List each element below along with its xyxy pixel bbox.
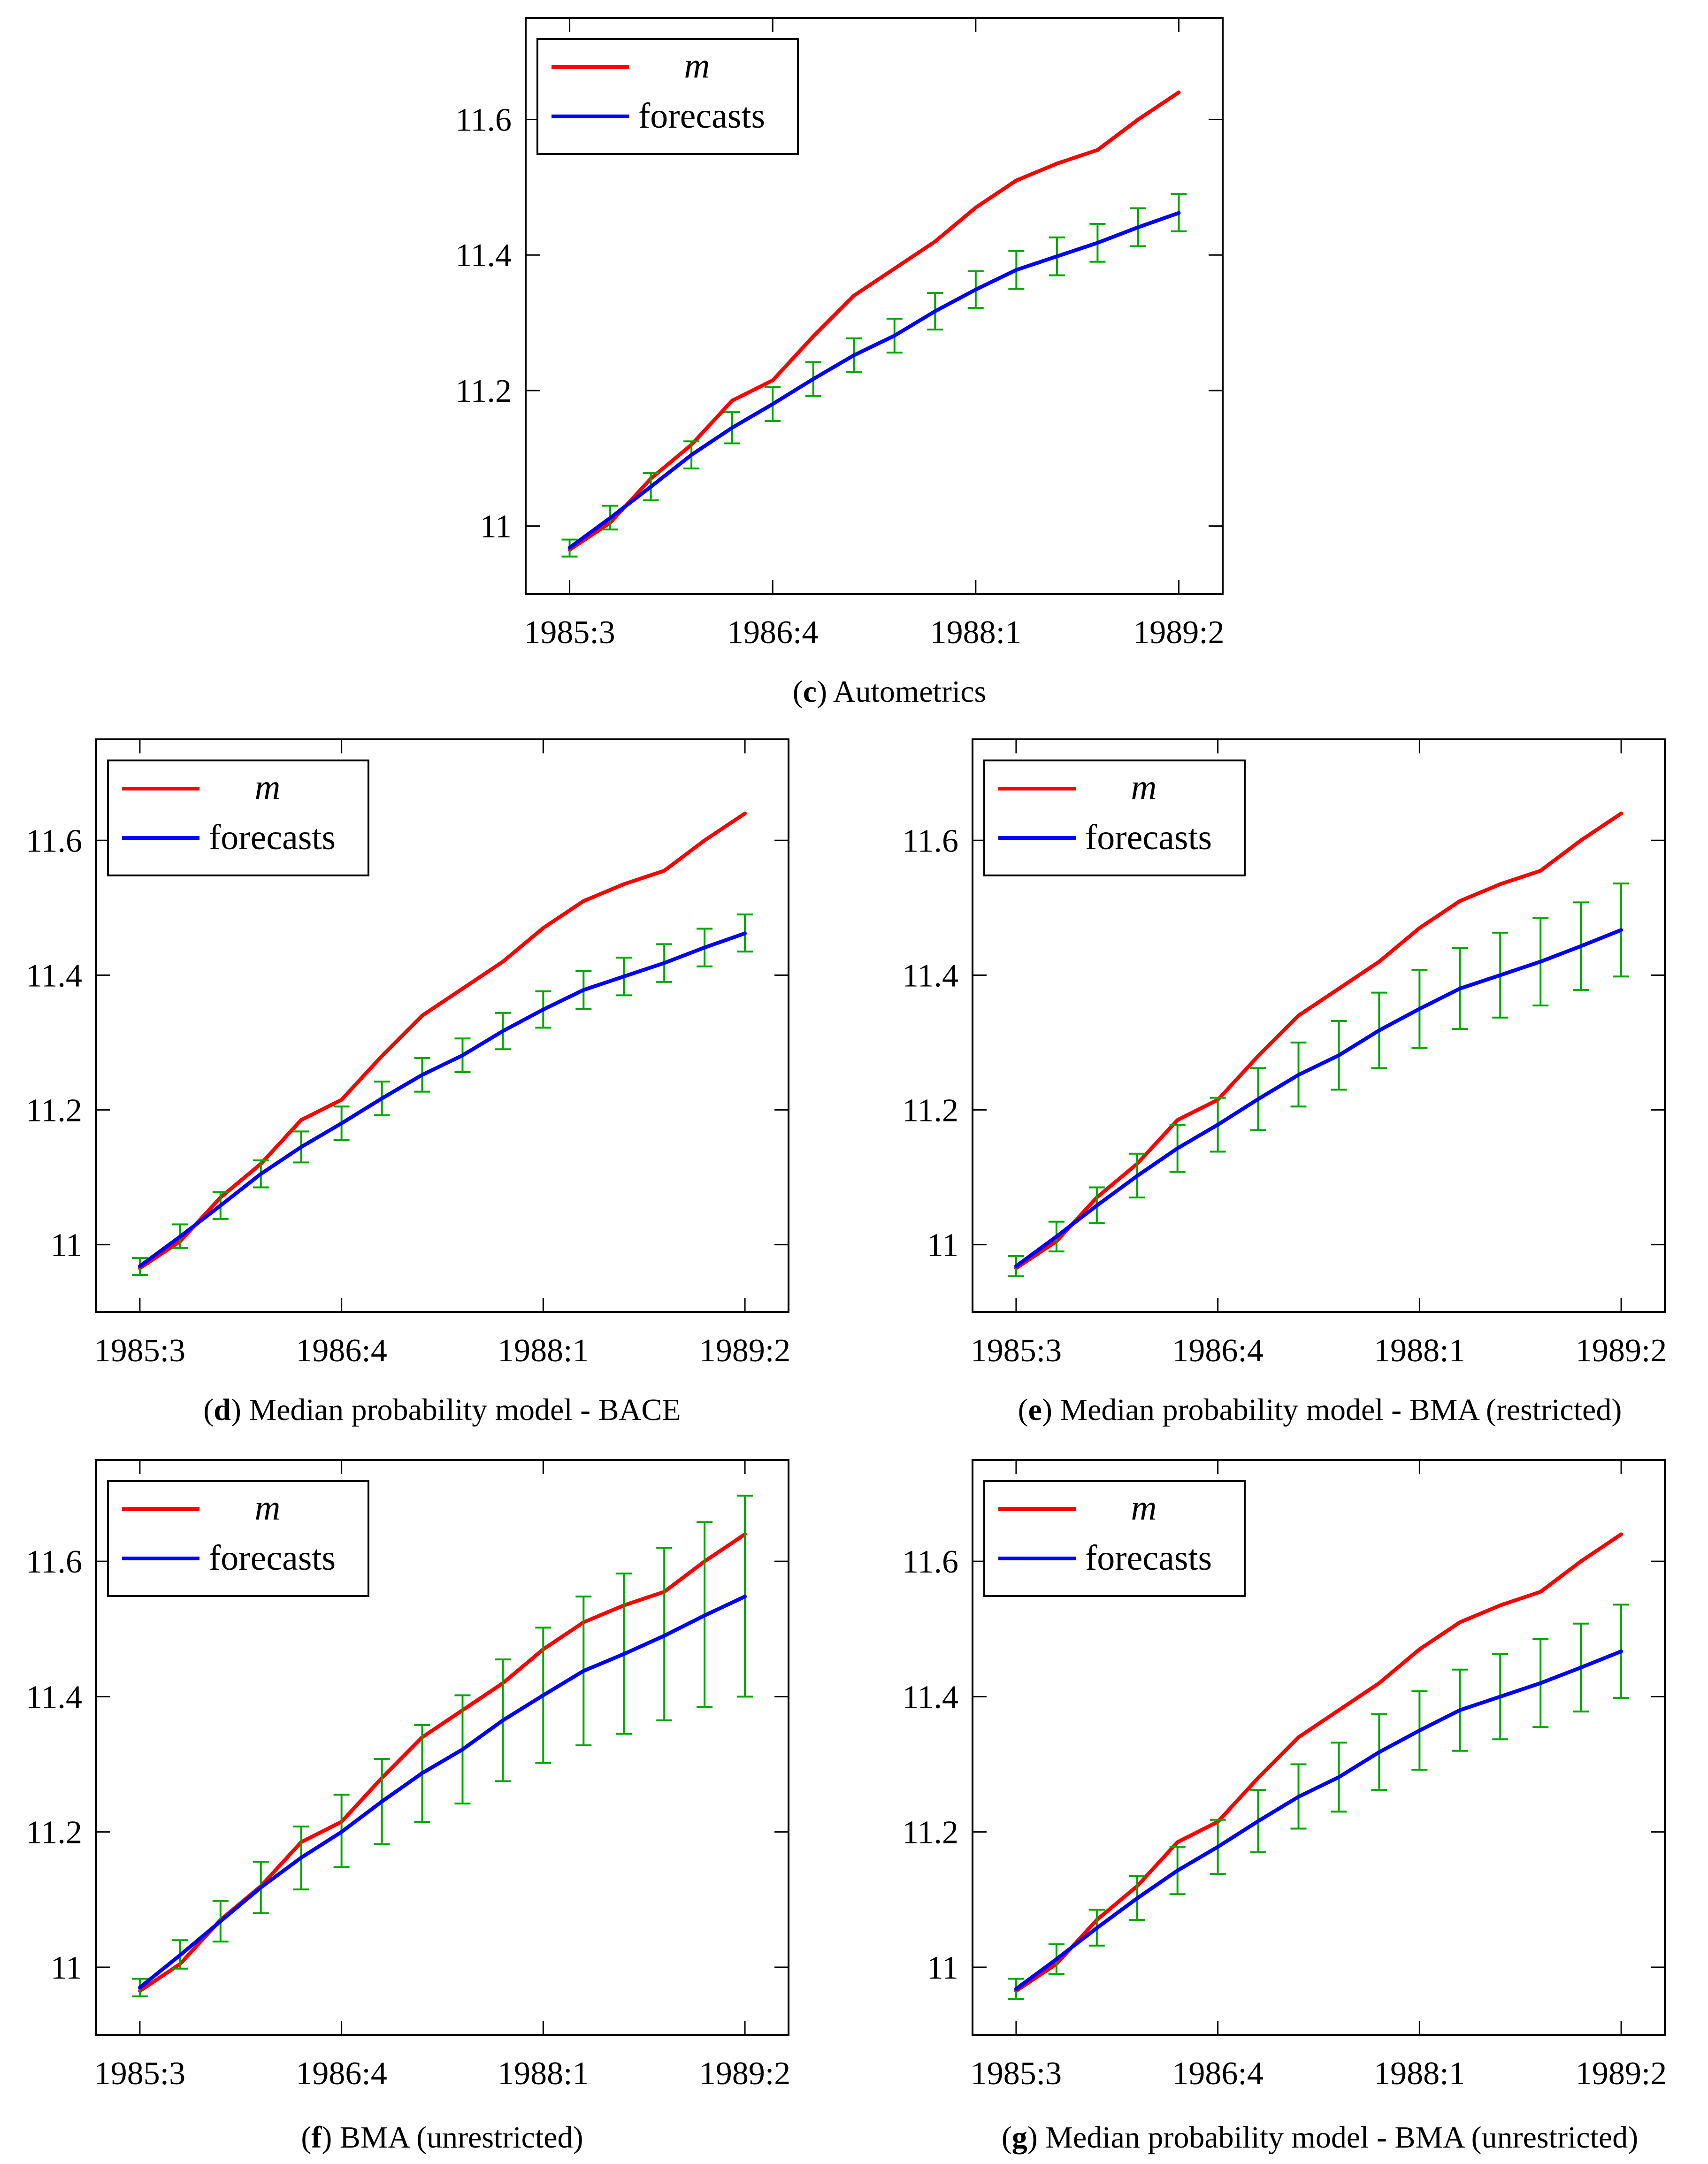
legend-label-forecasts: forecasts (638, 96, 765, 136)
legend: m forecasts (536, 38, 799, 155)
y-tick-label: 11.4 (26, 1679, 82, 1715)
x-tick-label: 1988:1 (498, 1333, 589, 1369)
y-tick-label: 11.2 (902, 1092, 958, 1128)
x-tick-label: 1988:1 (1374, 2056, 1465, 2092)
caption: (d) Median probability model - BACE (203, 1393, 681, 1427)
x-tick-label: 1985:3 (971, 2056, 1062, 2092)
chart-panel-c: 11 11.2 11.4 11.6 1985:3 1986:4 1988:1 1989:2 mf… (455, 17, 1225, 709)
caption-text: Median probability model - BMA (unrestri… (1045, 2120, 1638, 2155)
y-tick-label: 11.6 (902, 823, 958, 859)
y-tick-label: 11.2 (455, 373, 512, 409)
legend-label-forecasts: forecasts (1085, 1538, 1212, 1578)
legend: m forecasts (107, 760, 369, 876)
y-tick-label: 11.2 (26, 1815, 82, 1851)
caption-letter: f (311, 2120, 322, 2155)
x-tick-label: 1985:3 (94, 1333, 185, 1369)
caption: (g) Median probability model - BMA (unre… (1002, 2120, 1638, 2155)
legend-label-m: m (684, 46, 710, 85)
x-tick-label: 1989:2 (1576, 1333, 1667, 1369)
x-tick-label: 1985:3 (524, 614, 615, 651)
legend-label-forecasts: forecasts (1085, 818, 1212, 857)
plot-frame (95, 738, 789, 1313)
forecasts-line (1014, 928, 1624, 1268)
legend-label-m: m (255, 767, 281, 807)
caption: (c) Autometrics (793, 675, 986, 709)
y-tick-label: 11 (51, 1227, 82, 1263)
chart-panel-e: 11 11.2 11.4 11.6 1985:3 1986:4 1988:1 1989:2 mf… (902, 738, 1667, 1427)
x-tick-label: 1988:1 (930, 614, 1021, 651)
y-tick-label: 11.4 (455, 238, 512, 274)
caption-text: BMA (unrestricted) (340, 2120, 583, 2155)
plot-frame (972, 1459, 1666, 2036)
x-tick-label: 1989:2 (1133, 614, 1224, 651)
x-tick-label: 1989:2 (699, 1333, 790, 1369)
x-tick-label: 1989:2 (1576, 2056, 1667, 2092)
x-tick-label: 1985:3 (971, 1333, 1062, 1369)
y-tick-label: 11.4 (26, 958, 82, 994)
x-tick-label: 1986:4 (296, 1333, 387, 1369)
legend-label-m: m (1131, 767, 1157, 807)
y-tick-label: 11.6 (26, 823, 82, 859)
legend: m forecasts (983, 760, 1246, 876)
plot-frame (525, 17, 1224, 595)
m-line (1014, 811, 1624, 1270)
y-tick-label: 11 (51, 1950, 82, 1986)
y-tick-label: 11 (927, 1227, 958, 1263)
forecasts-line (567, 211, 1181, 550)
y-tick-label: 11.4 (902, 958, 958, 994)
y-tick-label: 11 (480, 509, 512, 545)
legend-label-forecasts: forecasts (209, 818, 336, 857)
x-tick-label: 1985:3 (94, 2056, 185, 2092)
x-tick-label: 1988:1 (1374, 1333, 1465, 1369)
m-line (1014, 1532, 1624, 1993)
caption-letter: e (1028, 1393, 1042, 1427)
legend: m forecasts (107, 1480, 369, 1597)
y-tick-label: 11.4 (902, 1679, 958, 1715)
x-tick-label: 1989:2 (699, 2056, 790, 2092)
y-tick-label: 11.6 (26, 1544, 82, 1580)
forecasts-line (1014, 1649, 1624, 1991)
legend-label-forecasts: forecasts (209, 1538, 336, 1578)
caption: (f) BMA (unrestricted) (301, 2120, 583, 2155)
y-tick-label: 11.6 (902, 1544, 958, 1580)
x-tick-label: 1986:4 (727, 614, 818, 651)
caption-letter: d (214, 1393, 231, 1427)
forecasts-line (138, 1595, 747, 1990)
x-tick-label: 1986:4 (1172, 1333, 1263, 1369)
chart-panel-d: 11 11.2 11.4 11.6 1985:3 1986:4 1988:1 1989:2 mf… (26, 738, 790, 1427)
y-tick-label: 11.2 (902, 1815, 958, 1851)
caption-letter: c (803, 675, 817, 709)
y-tick-label: 11 (927, 1950, 958, 1986)
x-tick-label: 1986:4 (296, 2056, 387, 2092)
legend: m forecasts (983, 1480, 1246, 1597)
x-tick-label: 1986:4 (1172, 2056, 1263, 2092)
caption-letter: g (1012, 2120, 1027, 2155)
legend-label-m: m (255, 1488, 281, 1527)
m-line (567, 90, 1181, 552)
forecasts-line (138, 931, 747, 1268)
x-tick-label: 1988:1 (498, 2056, 589, 2092)
y-tick-label: 11.6 (455, 102, 512, 138)
caption: (e) Median probability model - BMA (rest… (1018, 1393, 1622, 1427)
caption-text: Median probability model - BMA (restrict… (1060, 1393, 1622, 1427)
caption-text: Autometrics (833, 675, 986, 709)
plot-frame (95, 1459, 789, 2036)
y-tick-label: 11.2 (26, 1092, 82, 1128)
caption-text: Median probability model - BACE (249, 1393, 681, 1427)
legend-label-m: m (1131, 1488, 1157, 1527)
chart-panel-g: 11 11.2 11.4 11.6 1985:3 1986:4 1988:1 1989:2 mf… (902, 1459, 1667, 2155)
plot-frame (972, 738, 1666, 1313)
m-line (138, 811, 747, 1270)
